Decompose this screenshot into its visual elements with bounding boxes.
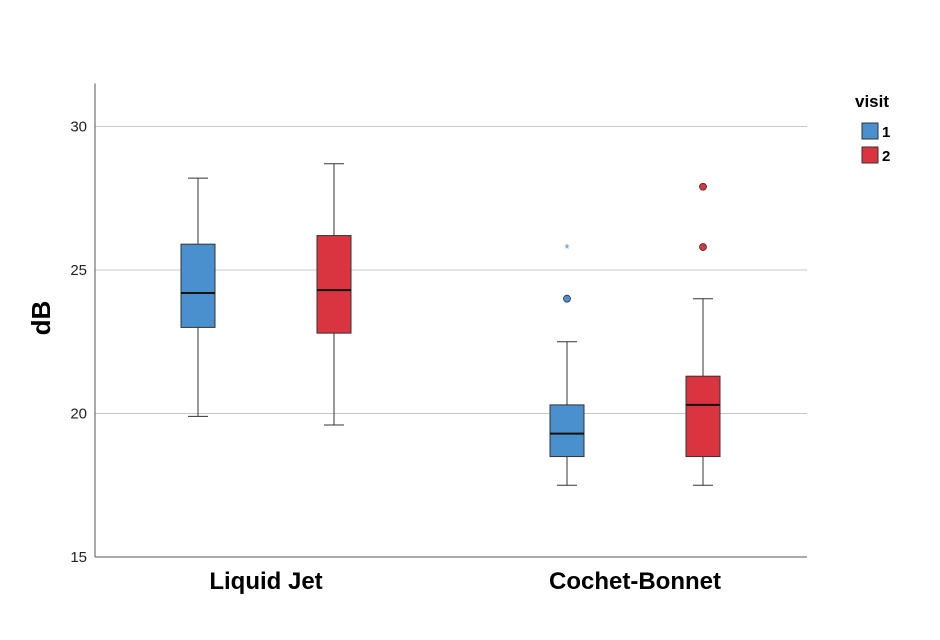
box-series-1-liquid-jet bbox=[180, 177, 216, 417]
iqr-box bbox=[685, 375, 721, 458]
category-labels: Liquid Jet Cochet-Bonnet bbox=[209, 568, 721, 595]
y-tick-label: 30 bbox=[70, 119, 87, 136]
box-series-2-liquid-jet bbox=[316, 163, 352, 426]
outlier-point bbox=[699, 243, 707, 251]
y-tick-label: 25 bbox=[70, 262, 87, 279]
box-series-2-cochet-bonnet bbox=[685, 182, 721, 486]
category-label: Cochet-Bonnet bbox=[549, 568, 721, 595]
y-tick-label: 15 bbox=[70, 549, 87, 566]
legend-title: visit bbox=[855, 92, 889, 111]
iqr-box bbox=[180, 243, 216, 328]
boxes: * bbox=[180, 163, 721, 486]
category-label: Liquid Jet bbox=[209, 568, 322, 595]
legend-swatch bbox=[861, 122, 879, 140]
extreme-point: * bbox=[564, 241, 569, 256]
y-axis-title: dB bbox=[26, 301, 56, 336]
legend: visit 1 2 bbox=[855, 92, 890, 165]
axes bbox=[94, 83, 807, 558]
outlier-point bbox=[563, 294, 571, 303]
box-series-1-cochet-bonnet: * bbox=[549, 241, 585, 486]
y-tick-label: 20 bbox=[70, 406, 87, 423]
legend-label: 1 bbox=[882, 124, 890, 141]
outlier-point bbox=[699, 182, 707, 191]
iqr-box bbox=[549, 404, 585, 458]
y-tick-labels: 15 20 25 30 bbox=[70, 119, 87, 567]
legend-swatch bbox=[861, 146, 879, 164]
iqr-box bbox=[316, 235, 352, 334]
legend-label: 2 bbox=[882, 148, 890, 165]
